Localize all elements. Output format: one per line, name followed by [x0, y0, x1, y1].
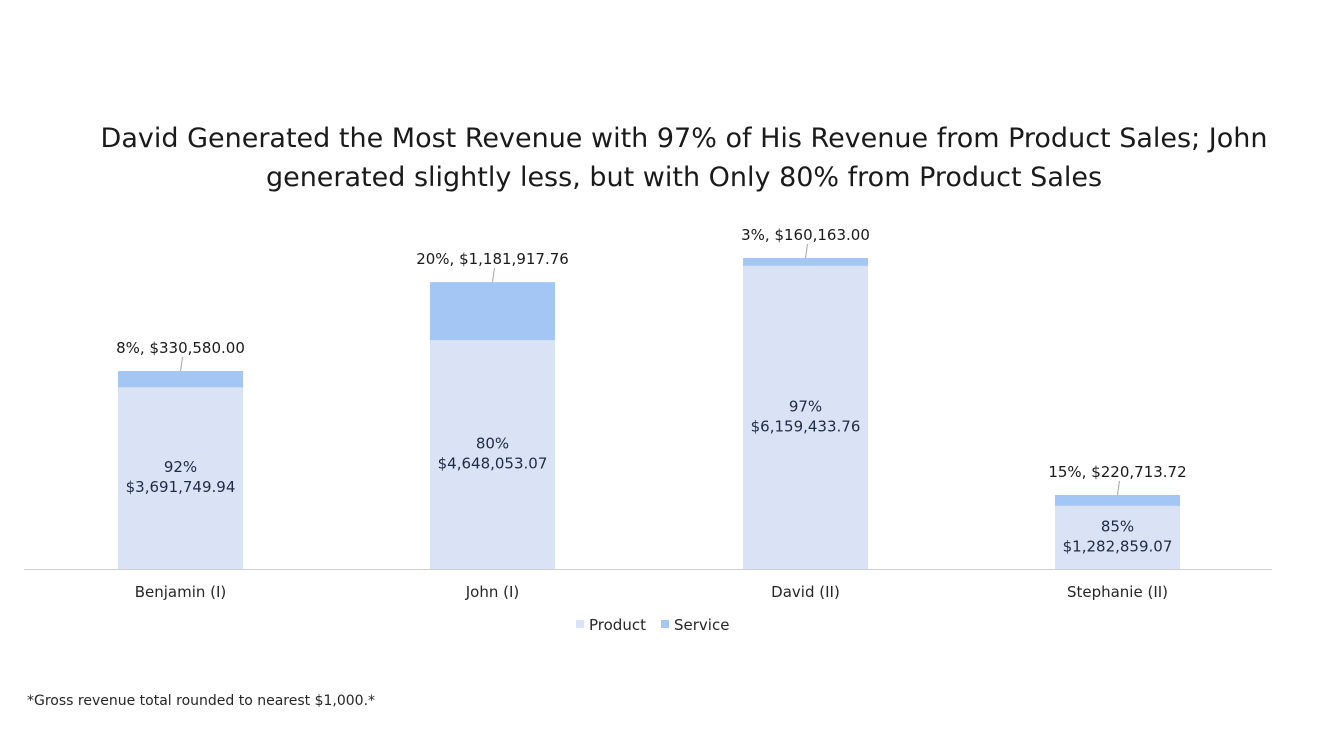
service-label-leader: [1117, 480, 1120, 496]
service-label: 20%, $1,181,917.76: [416, 250, 569, 268]
chart-title-line-2: generated slightly less, but with Only 8…: [266, 162, 1102, 193]
product-value-label: $6,159,433.76: [751, 417, 861, 435]
legend: Product Service: [576, 616, 729, 634]
legend-swatch-product: [576, 620, 584, 628]
product-pct-label: 92%: [164, 458, 197, 476]
service-label: 3%, $160,163.00: [741, 226, 870, 244]
x-tick-label: Stephanie (II): [1067, 583, 1168, 601]
product-value-label: $4,648,053.07: [438, 455, 548, 473]
legend-label-product: Product: [589, 616, 646, 634]
x-tick-label: John (I): [465, 583, 520, 601]
bar-product-stephanie-ii: [1055, 505, 1180, 569]
product-value-label: $3,691,749.94: [126, 478, 236, 496]
bar-service-david-ii: [743, 258, 868, 266]
service-label-leader: [805, 243, 808, 259]
product-pct-label: 80%: [476, 435, 509, 453]
product-value-label: $1,282,859.07: [1063, 537, 1173, 555]
bar-product-david-ii: [743, 265, 868, 569]
legend-label-service: Service: [674, 616, 729, 634]
service-label: 15%, $220,713.72: [1048, 463, 1186, 481]
service-label-leader: [492, 268, 495, 283]
bar-product-john-i: [430, 340, 555, 569]
x-tick-label: David (II): [771, 583, 840, 601]
product-pct-label: 97%: [789, 397, 822, 415]
bar-product-benjamin-i: [118, 387, 243, 569]
service-label: 8%, $330,580.00: [116, 339, 245, 357]
x-tick-label: Benjamin (I): [135, 583, 227, 601]
bar-service-john-i: [430, 282, 555, 341]
chart-title-line-1: David Generated the Most Revenue with 97…: [101, 123, 1268, 154]
legend-swatch-service: [661, 620, 669, 628]
footnote: *Gross revenue total rounded to nearest …: [27, 693, 375, 709]
bar-service-stephanie-ii: [1055, 495, 1180, 506]
bar-service-benjamin-i: [118, 371, 243, 388]
service-label-leader: [180, 356, 183, 372]
product-pct-label: 85%: [1101, 517, 1134, 535]
